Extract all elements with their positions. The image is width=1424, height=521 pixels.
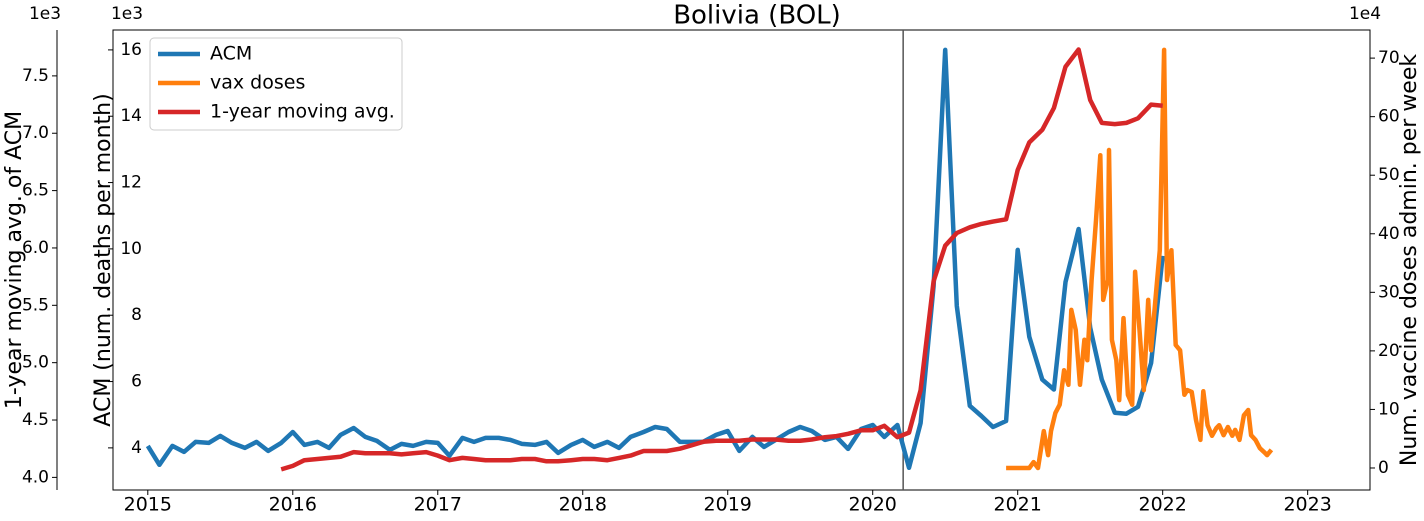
plot-frame xyxy=(112,29,1371,491)
y-tick-label: 4 xyxy=(131,438,142,458)
x-tick-label: 2021 xyxy=(994,494,1042,516)
y2-tick-label: 30 xyxy=(1378,282,1400,302)
legend-label: ACM xyxy=(210,43,252,65)
y3-tick-label: 4.5 xyxy=(22,410,49,430)
x-tick-label: 2020 xyxy=(849,494,897,516)
x-tick-label: 2018 xyxy=(559,494,607,516)
y-offset: 1e3 xyxy=(111,4,143,24)
series-line xyxy=(145,47,1165,471)
y3-tick-label: 5.5 xyxy=(22,295,49,315)
y-tick-label: 6 xyxy=(131,372,142,392)
y3-tick-label: 7.5 xyxy=(22,66,49,86)
y-tick-label: 10 xyxy=(120,239,142,259)
chart-title: Bolivia (BOL) xyxy=(673,1,841,31)
y3-tick-label: 6.5 xyxy=(22,181,49,201)
y3-label: 1-year moving avg. of ACM xyxy=(2,111,27,409)
y2-tick-label: 50 xyxy=(1378,165,1400,185)
y3-offset: 1e3 xyxy=(29,4,61,24)
y2-tick-label: 40 xyxy=(1378,224,1400,244)
y-label: ACM (num. deaths per month) xyxy=(91,93,116,426)
y3-tick-label: 7.0 xyxy=(22,123,49,143)
legend-box xyxy=(149,37,403,131)
x-tick-label: 2023 xyxy=(1283,494,1331,516)
y2-offset: 1e4 xyxy=(1349,4,1381,24)
y2-tick-label: 70 xyxy=(1378,48,1400,68)
series-line xyxy=(280,47,1163,472)
legend-label: vax doses xyxy=(210,72,305,94)
y-tick-label: 8 xyxy=(131,305,142,325)
y2-tick-label: 20 xyxy=(1378,341,1400,361)
y-tick-label: 16 xyxy=(120,40,142,60)
y3-tick-label: 5.0 xyxy=(22,353,49,373)
y3-tick-label: 6.0 xyxy=(22,238,49,258)
x-tick-label: 2019 xyxy=(704,494,752,516)
y2-tick-label: 0 xyxy=(1378,458,1389,478)
x-tick-label: 2016 xyxy=(269,494,317,516)
legend-label: 1-year moving avg. xyxy=(210,101,395,123)
y2-tick-label: 60 xyxy=(1378,107,1400,127)
y2-tick-label: 10 xyxy=(1378,399,1400,419)
y3-tick-label: 4.0 xyxy=(22,467,49,487)
x-tick-label: 2017 xyxy=(414,494,462,516)
y-tick-label: 12 xyxy=(120,173,142,193)
y-tick-label: 14 xyxy=(120,106,142,126)
x-tick-label: 2015 xyxy=(124,494,172,516)
series-line xyxy=(1006,47,1274,471)
x-tick-label: 2022 xyxy=(1138,494,1186,516)
y2-label: Num. vaccine doses admin. per week xyxy=(1397,54,1422,466)
